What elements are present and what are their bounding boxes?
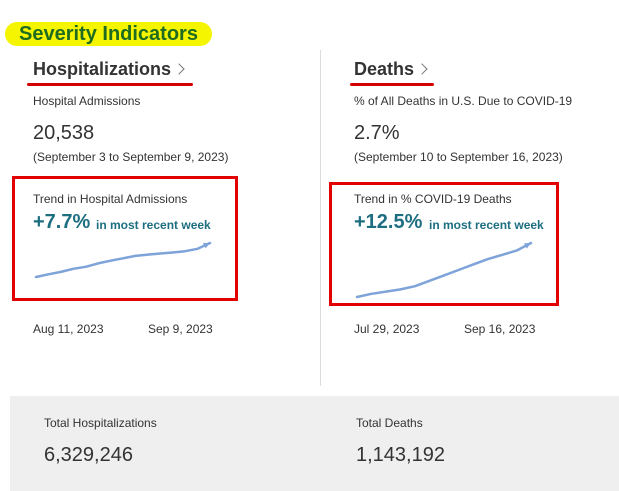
hospitalizations-title: Hospitalizations [33, 58, 172, 79]
deaths-end-date: Sep 16, 2023 [464, 322, 536, 336]
covid-deaths-percent-label: % of All Deaths in U.S. Due to COVID-19 [354, 94, 573, 108]
hospital-trend-suffix: in most recent week [96, 218, 211, 232]
hospital-start-date: Aug 11, 2023 [33, 322, 104, 336]
hospital-admissions-date-range: (September 3 to September 9, 2023) [33, 150, 229, 164]
hospitalizations-column: Hospitalizations Hospital Admissions 20,… [27, 56, 303, 164]
annotation-underline [350, 83, 434, 86]
annotation-box [12, 176, 238, 301]
deaths-title: Deaths [354, 58, 415, 79]
hospitalizations-link[interactable]: Hospitalizations [33, 56, 185, 82]
hospital-admissions-label: Hospital Admissions [33, 94, 141, 108]
deaths-link[interactable]: Deaths [354, 56, 428, 82]
chevron-right-icon [416, 63, 428, 75]
covid-deaths-date-range: (September 10 to September 16, 2023) [354, 150, 563, 164]
chevron-right-icon [173, 63, 185, 75]
deaths-trend-suffix: in most recent week [429, 218, 544, 232]
annotation-underline [27, 83, 193, 86]
hospital-admissions-value: 20,538 [33, 122, 95, 144]
section-title: Severity Indicators [5, 22, 212, 46]
totals-panel: Total Hospitalizations 6,329,246 Total D… [10, 396, 619, 491]
total-deaths-label: Total Deaths [356, 416, 423, 430]
arrowhead-icon [203, 242, 210, 249]
covid-deaths-percent-value: 2.7% [354, 122, 400, 144]
total-hospitalizations-label: Total Hospitalizations [44, 416, 157, 430]
deaths-trend-percent: +12.5% [354, 211, 423, 233]
hospital-trend-percent: +7.7% [33, 211, 91, 233]
sparkline-path [355, 241, 533, 299]
total-deaths-value: 1,143,192 [356, 444, 445, 466]
annotation-box [329, 182, 559, 306]
column-divider [320, 50, 321, 386]
arrowhead-icon [524, 243, 531, 249]
deaths-trend-sparkline [355, 241, 533, 299]
hospital-end-date: Sep 9, 2023 [148, 322, 213, 336]
deaths-trend-label: Trend in % COVID-19 Deaths [354, 192, 512, 206]
hospital-trend-sparkline [34, 241, 212, 279]
deaths-start-date: Jul 29, 2023 [354, 322, 420, 336]
hospital-trend-label: Trend in Hospital Admissions [33, 192, 188, 206]
sparkline-path [34, 241, 212, 279]
total-hospitalizations-value: 6,329,246 [44, 444, 133, 466]
deaths-column: Deaths % of All Deaths in U.S. Due to CO… [350, 56, 619, 164]
